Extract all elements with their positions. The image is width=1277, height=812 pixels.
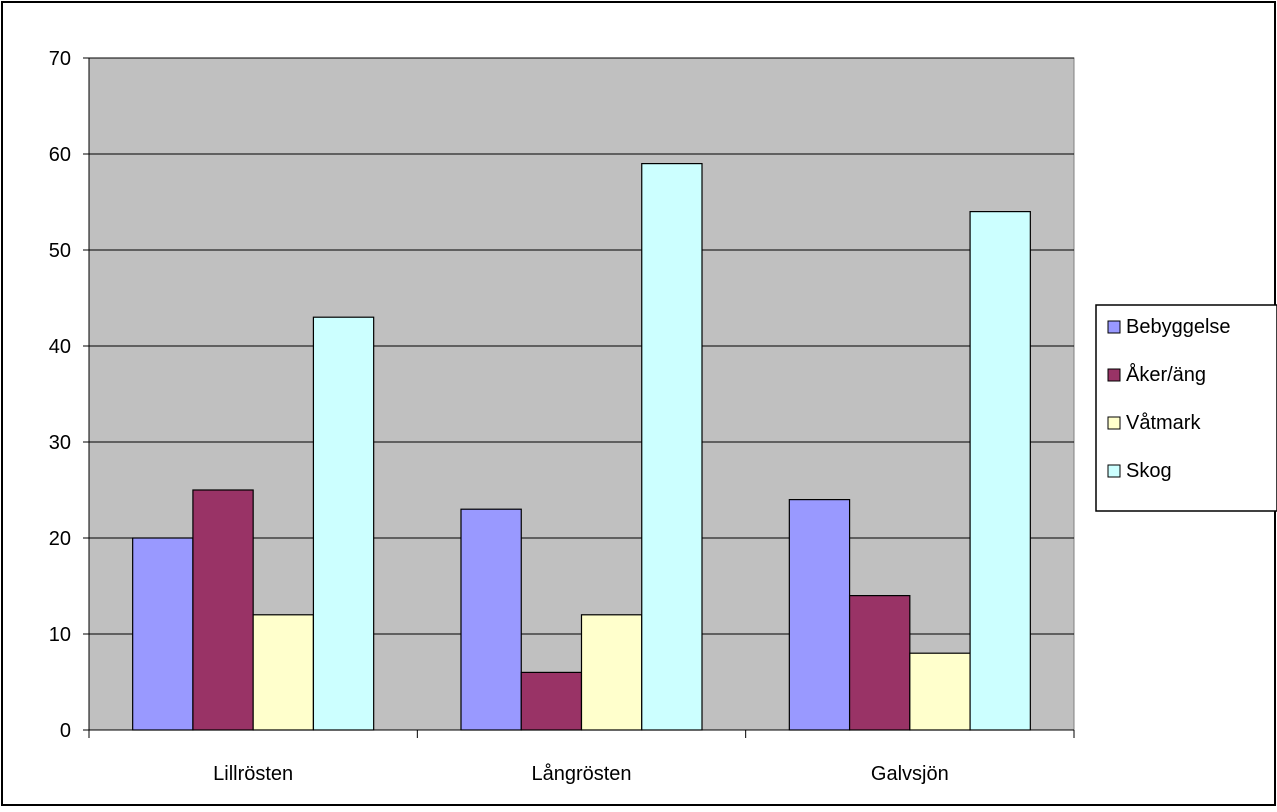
bar--ker-ng-3 [848, 594, 911, 731]
legend-label: Bebyggelse [1126, 316, 1231, 338]
legend-swatch [1107, 464, 1121, 478]
x-tick-label: Galvsjön [871, 763, 949, 785]
bar-skog-1 [312, 316, 375, 731]
legend-label: Åker/äng [1126, 363, 1206, 386]
y-tick-label: 50 [49, 240, 71, 262]
bar--ker-ng-1 [192, 489, 254, 731]
y-tick-label: 20 [49, 528, 71, 550]
bar--ker-ng-2 [520, 671, 583, 731]
y-tick-label: 0 [60, 720, 71, 742]
bar-skog-2 [641, 163, 703, 731]
legend-swatch [1107, 368, 1121, 382]
y-tick-label: 60 [49, 144, 71, 166]
legend-swatch [1107, 416, 1121, 430]
bar-v-tmark-3 [909, 652, 971, 731]
legend: Bebyggelse Åker/äng Våtmark Skog [1095, 304, 1277, 512]
bar-v-tmark-1 [252, 614, 315, 731]
bar-v-tmark-2 [580, 614, 643, 731]
y-tick-label: 40 [49, 336, 71, 358]
x-tick-label: Lillrösten [213, 763, 293, 785]
x-tick-label: Långrösten [531, 763, 631, 785]
bar-bebyggelse-3 [788, 499, 851, 731]
legend-swatch [1107, 320, 1121, 334]
legend-box [1095, 304, 1277, 512]
y-tick-label: 70 [49, 48, 71, 70]
bar-bebyggelse-2 [460, 508, 522, 731]
bar-bebyggelse-1 [132, 537, 194, 731]
bar-skog-3 [969, 211, 1031, 731]
legend-label: Skog [1126, 460, 1172, 482]
y-tick-label: 10 [49, 624, 71, 646]
y-tick-label: 30 [49, 432, 71, 454]
legend-label: Våtmark [1126, 412, 1201, 434]
